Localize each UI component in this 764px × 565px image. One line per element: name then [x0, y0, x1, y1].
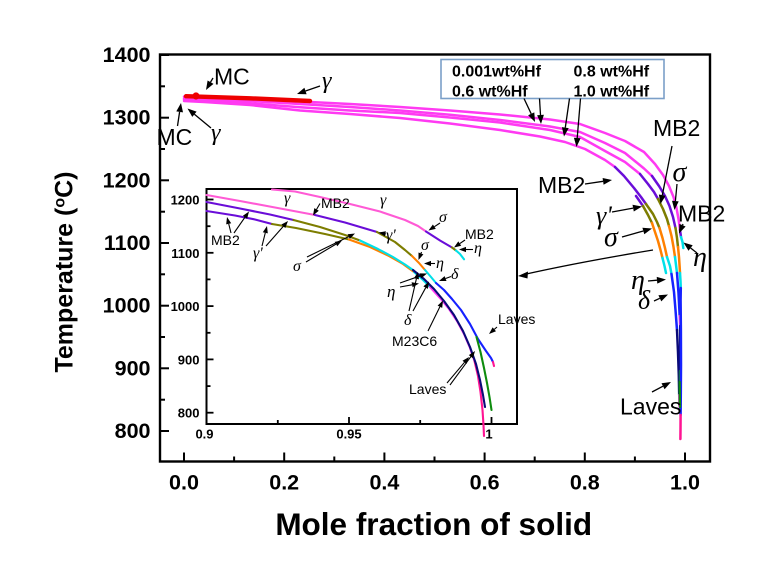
svg-text:MB2: MB2 — [538, 172, 585, 198]
svg-text:900: 900 — [115, 356, 151, 380]
svg-text:σ: σ — [439, 209, 448, 226]
svg-text:γ': γ' — [253, 245, 263, 262]
svg-text:Laves: Laves — [620, 394, 681, 420]
svg-text:0.4: 0.4 — [369, 471, 399, 495]
svg-text:σ: σ — [293, 258, 302, 275]
svg-text:σ: σ — [604, 222, 619, 253]
svg-text:1000: 1000 — [103, 294, 151, 318]
svg-text:MB2: MB2 — [465, 226, 494, 242]
svg-text:800: 800 — [115, 419, 151, 443]
svg-text:800: 800 — [178, 406, 200, 421]
svg-text:γ': γ' — [596, 201, 612, 230]
svg-text:η: η — [436, 255, 444, 272]
svg-text:0.95: 0.95 — [336, 427, 361, 442]
svg-text:0.6 wt%Hf: 0.6 wt%Hf — [452, 83, 528, 100]
svg-text:η: η — [631, 265, 645, 296]
svg-text:1100: 1100 — [104, 231, 151, 255]
svg-text:1200: 1200 — [103, 168, 151, 192]
svg-text:γ: γ — [211, 120, 221, 146]
svg-text:δ: δ — [451, 266, 459, 283]
svg-text:η: η — [474, 240, 482, 257]
svg-text:δ: δ — [638, 286, 651, 315]
svg-text:MC: MC — [214, 64, 250, 90]
svg-text:σ: σ — [673, 157, 688, 188]
svg-text:1400: 1400 — [103, 43, 151, 67]
svg-text:1200: 1200 — [171, 193, 200, 208]
svg-text:γ': γ' — [386, 227, 396, 244]
svg-text:η: η — [387, 282, 395, 301]
svg-text:γ: γ — [322, 68, 332, 94]
svg-text:1.0 wt%Hf: 1.0 wt%Hf — [574, 83, 650, 100]
svg-text:0.9: 0.9 — [195, 427, 213, 442]
svg-text:1: 1 — [485, 427, 492, 442]
svg-text:0.6: 0.6 — [470, 471, 500, 495]
svg-text:σ: σ — [421, 237, 430, 254]
svg-text:MB2: MB2 — [321, 195, 350, 211]
svg-text:900: 900 — [178, 352, 200, 367]
svg-text:MB2: MB2 — [653, 115, 700, 141]
svg-text:MB2: MB2 — [678, 201, 725, 227]
svg-text:1000: 1000 — [171, 299, 200, 314]
svg-text:Laves: Laves — [409, 381, 446, 397]
svg-text:1100: 1100 — [171, 246, 199, 261]
svg-text:0.0: 0.0 — [169, 471, 199, 495]
svg-text:0.8: 0.8 — [570, 471, 600, 495]
svg-text:Mole fraction of solid: Mole fraction of solid — [275, 506, 592, 542]
svg-text:δ: δ — [404, 312, 412, 329]
svg-text:1300: 1300 — [103, 106, 151, 130]
svg-text:1.0: 1.0 — [670, 471, 700, 495]
svg-text:0.2: 0.2 — [269, 471, 299, 495]
svg-text:γ: γ — [284, 190, 291, 207]
svg-text:γ: γ — [380, 192, 387, 209]
svg-text:0.8 wt%Hf: 0.8 wt%Hf — [574, 64, 650, 81]
svg-text:MC: MC — [157, 124, 193, 150]
svg-text:Laves: Laves — [498, 311, 535, 327]
svg-text:M23C6: M23C6 — [392, 333, 437, 349]
svg-text:η: η — [693, 242, 707, 273]
svg-text:0.001wt%Hf: 0.001wt%Hf — [452, 64, 542, 81]
svg-text:MB2: MB2 — [211, 232, 240, 248]
